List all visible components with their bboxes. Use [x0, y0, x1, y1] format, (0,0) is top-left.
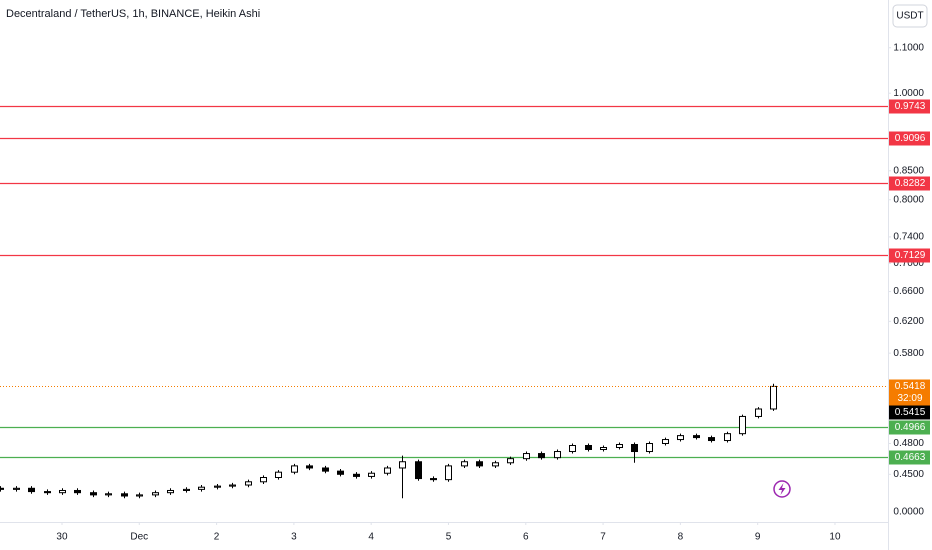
- candle-body: [136, 494, 143, 497]
- currency-button[interactable]: [892, 4, 928, 28]
- candle-body: [662, 439, 669, 445]
- candle-body: [337, 470, 344, 475]
- y-tick-label: 0.5800: [893, 348, 924, 359]
- candle-body: [770, 385, 777, 410]
- candle-body: [523, 453, 530, 460]
- y-tick-label: 0.4800: [893, 438, 924, 449]
- candle-body: [585, 444, 592, 451]
- candle-body: [198, 486, 205, 490]
- candle-body: [260, 476, 267, 483]
- candle-body: [74, 489, 81, 494]
- candle-body: [28, 487, 35, 493]
- candle-body: [183, 488, 190, 491]
- candle-body: [739, 415, 746, 435]
- candle-body: [368, 472, 375, 477]
- candle-body: [677, 435, 684, 441]
- candle-body: [631, 443, 638, 453]
- candle-body: [399, 461, 406, 469]
- countdown-label: 32:09: [897, 393, 922, 404]
- candle-body: [322, 467, 329, 472]
- x-tick-label: 5: [446, 532, 452, 543]
- candle-body: [569, 444, 576, 453]
- candle-body: [44, 491, 51, 494]
- candle-body: [306, 465, 313, 469]
- candle-body: [415, 461, 422, 480]
- candle-body: [600, 446, 607, 451]
- candle-body: [445, 465, 452, 481]
- level-label: 0.4966: [895, 422, 926, 433]
- candle-body: [430, 478, 437, 481]
- level-label: 0.8282: [895, 178, 926, 189]
- x-tick-label: 6: [523, 532, 529, 543]
- candle-body: [461, 461, 468, 467]
- candle-body: [291, 465, 298, 473]
- candle-body: [167, 489, 174, 494]
- y-tick-label: 1.0000: [893, 88, 924, 99]
- current-price-box: [889, 379, 930, 406]
- last-close-label: 0.5415: [895, 407, 926, 418]
- y-tick-label: 0.6600: [893, 286, 924, 297]
- candle-body: [507, 458, 514, 464]
- y-tick-label: 0.8000: [893, 194, 924, 205]
- y-tick-label: 0.8500: [893, 165, 924, 176]
- level-label-box: [889, 99, 930, 114]
- candle-body: [245, 481, 252, 486]
- y-tick-label: 0.7400: [893, 232, 924, 243]
- y-tick-label: 1.1000: [893, 42, 924, 53]
- candle-body: [214, 485, 221, 488]
- candle-body: [693, 435, 700, 439]
- candle-body: [755, 408, 762, 417]
- alert-icon[interactable]: [773, 480, 791, 498]
- level-label: 0.9096: [895, 133, 926, 144]
- alert-bolt[interactable]: [778, 483, 786, 495]
- level-label-box: [889, 450, 930, 465]
- x-tick-label: 4: [368, 532, 374, 543]
- x-tick-label: 2: [214, 532, 220, 543]
- last-close-box: [889, 405, 930, 420]
- y-tick-label: 0.4500: [893, 469, 924, 480]
- level-label-box: [889, 248, 930, 263]
- candle-body: [538, 453, 545, 459]
- level-label: 0.4663: [895, 452, 926, 463]
- x-tick-label: 7: [600, 532, 606, 543]
- y-bottom-label: 0.0000: [893, 507, 924, 518]
- candle-body: [90, 492, 97, 496]
- candle-body: [384, 467, 391, 474]
- x-tick-label: 3: [291, 532, 297, 543]
- candle-body: [275, 471, 282, 478]
- level-label: 0.9743: [895, 101, 926, 112]
- level-label-box: [889, 131, 930, 146]
- y-tick-label: 0.7000: [893, 258, 924, 269]
- candle-body: [59, 489, 66, 494]
- candle-body: [353, 473, 360, 477]
- candle-body: [646, 443, 653, 453]
- candle-body: [708, 437, 715, 442]
- x-tick-label: 10: [829, 532, 841, 543]
- x-tick-label: 30: [56, 532, 68, 543]
- candle-body: [0, 487, 4, 490]
- candle-body: [554, 451, 561, 459]
- candle-body: [105, 493, 112, 496]
- candle-body: [492, 462, 499, 467]
- y-tick-label: 0.6200: [893, 316, 924, 327]
- level-label: 0.7129: [895, 250, 926, 261]
- candle-body: [229, 484, 236, 487]
- candle-body: [152, 492, 159, 496]
- candle-body: [724, 433, 731, 442]
- candle-body: [476, 461, 483, 467]
- chart-title: Decentraland / TetherUS, 1h, BINANCE, He…: [6, 8, 260, 20]
- currency-label[interactable]: USDT: [896, 11, 923, 22]
- x-tick-label: Dec: [130, 532, 148, 543]
- level-label-box: [889, 420, 930, 435]
- x-tick-label: 8: [678, 532, 684, 543]
- candle-body: [616, 443, 623, 448]
- x-tick-label: 9: [755, 532, 761, 543]
- level-label-box: [889, 176, 930, 191]
- candle-body: [13, 487, 20, 490]
- candle-body: [121, 493, 128, 497]
- current-price-label: 0.5418: [895, 381, 926, 392]
